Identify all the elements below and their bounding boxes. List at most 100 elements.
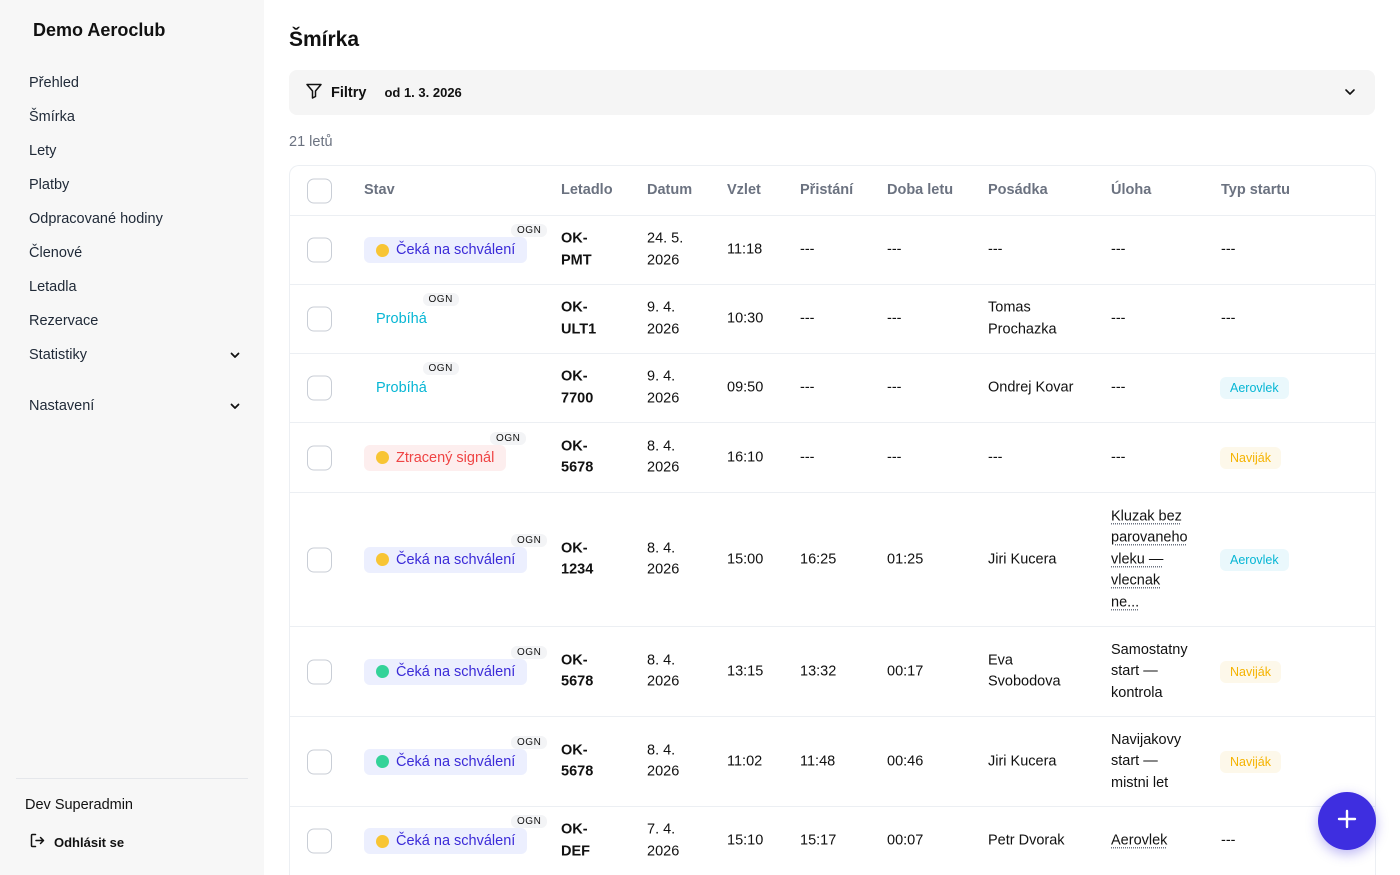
aircraft-cell: OK- 1234 [561,538,593,581]
launch-type-tag: Aerovlek [1220,548,1289,571]
landing-cell: --- [800,448,815,465]
filters-button[interactable]: Filtry [305,82,366,104]
launch-type-tag: Naviják [1220,660,1281,683]
sidebar-item-rezervace[interactable]: Rezervace [29,304,241,338]
takeoff-cell: 09:50 [727,379,764,396]
status-badge: Čeká na schválení OGN [364,533,548,573]
col-typ-startu[interactable]: Typ startu [1221,182,1291,198]
row-checkbox[interactable] [307,659,332,684]
col-datum[interactable]: Datum [647,182,693,198]
aircraft-prefix: OK- [561,821,588,838]
aircraft-prefix: OK- [561,438,588,454]
filters-label: Filtry [331,84,367,101]
sidebar: Demo Aeroclub Přehled Šmírka Lety Platby… [0,0,264,875]
aircraft-cell: OK- PMT [561,229,592,272]
task-cell[interactable]: Kluzak bez parovaneho vleku — vlecnak ne… [1111,506,1188,614]
aircraft-cell: OK- 5678 [561,436,593,479]
aircraft-reg: PMT [561,252,592,268]
landing-cell: 16:25 [800,550,837,567]
col-doba-letu[interactable]: Doba letu [887,182,954,198]
brand-title: Demo Aeroclub [33,20,166,40]
sidebar-item-statistiky[interactable]: Statistiky [29,338,241,372]
flight-count: 21 letů [289,134,333,150]
sidebar-item-letadla[interactable]: Letadla [29,270,241,304]
date-day: 8. 4. [647,540,676,556]
sidebar-item-label: Šmírka [29,109,75,125]
row-checkbox[interactable] [307,237,332,263]
launch-cell: --- [1221,241,1236,258]
chevron-down-icon[interactable] [1343,85,1357,104]
filter-value: od 1. 3. 2026 [384,85,462,100]
table-row[interactable]: Ztracený signál OGN OK- 5678 8. 4. 2026 16:… [290,423,1375,493]
status-label: Čeká na schválení [396,833,516,849]
col-uloha[interactable]: Úloha [1111,182,1152,198]
table-row[interactable]: Čeká na schválení OGN OK- DEF 7. 4. 2026 15… [290,807,1375,875]
task-line: kontrola [1111,684,1163,701]
task-cell: Navijakovy start — mistni let [1111,729,1181,794]
row-checkbox[interactable] [307,828,332,854]
task-cell: --- [1111,379,1126,396]
ogn-badge: OGN [511,815,548,828]
date-day: 24. 5. [647,230,684,247]
flights-table: Stav Letadlo Datum Vzlet Přistání Doba l… [289,165,1376,875]
task-line: Kluzak bez [1111,507,1182,524]
col-stav[interactable]: Stav [364,182,395,198]
aircraft-prefix: OK- [561,368,588,385]
sidebar-item-prehled[interactable]: Přehled [29,66,241,100]
status-badge: Čeká na schválení OGN [364,224,548,263]
sidebar-item-label: Odpracované hodiny [29,211,163,227]
aircraft-prefix: OK- [561,230,588,247]
table-row[interactable]: Čeká na schválení OGN OK- PMT 24. 5. 2026 1… [290,216,1375,285]
table-row[interactable]: Probíhá OGN OK- 7700 9. 4. 2026 09:50 --- -… [290,354,1375,423]
crew-first: Eva [988,652,1013,668]
crew-cell: Eva Svobodova [988,650,1061,693]
col-pristani[interactable]: Přistání [800,182,854,198]
row-checkbox[interactable] [307,306,332,332]
logout-icon [29,832,46,852]
col-vzlet[interactable]: Vzlet [727,182,761,198]
takeoff-cell: 15:00 [727,550,764,567]
takeoff-cell: 11:02 [727,752,763,769]
sidebar-item-clenove[interactable]: Členové [29,236,241,270]
launch-type-tag: Naviják [1220,750,1281,773]
date-year: 2026 [647,673,680,690]
table-header: Stav Letadlo Datum Vzlet Přistání Doba l… [290,166,1375,216]
takeoff-cell: 10:30 [727,310,764,327]
status-dot-icon [376,834,389,848]
row-checkbox[interactable] [307,375,332,401]
landing-cell: 13:32 [800,662,837,679]
table-row[interactable]: Čeká na schválení OGN OK- 1234 8. 4. 2026 1… [290,493,1375,627]
add-flight-button[interactable] [1318,792,1376,850]
table-row[interactable]: Čeká na schválení OGN OK- 5678 8. 4. 2026 1… [290,717,1375,807]
row-checkbox[interactable] [307,445,332,470]
task-line: Aerovlek [1111,832,1168,849]
aircraft-prefix: OK- [561,540,588,556]
launch-type-tag: Aerovlek [1220,377,1289,399]
table-row[interactable]: Probíhá OGN OK- ULT1 9. 4. 2026 10:30 --- -… [290,285,1375,354]
table-row[interactable]: Čeká na schválení OGN OK- 5678 8. 4. 2026 1… [290,627,1375,717]
sidebar-divider [16,778,248,779]
col-posadka[interactable]: Posádka [988,182,1048,198]
col-letadlo[interactable]: Letadlo [561,182,613,198]
row-checkbox[interactable] [307,547,332,572]
task-cell[interactable]: Aerovlek [1111,830,1167,852]
status-badge: Probíhá OGN [364,293,459,332]
sidebar-item-platby[interactable]: Platby [29,168,241,202]
sidebar-item-lety[interactable]: Lety [29,134,241,168]
aircraft-prefix: OK- [561,652,588,668]
crew-last: Prochazka [988,321,1057,337]
task-cell: --- [1111,448,1126,465]
select-all-checkbox[interactable] [307,178,332,204]
date-year: 2026 [647,763,680,780]
sidebar-item-label: Statistiky [29,347,88,363]
takeoff-cell: 11:18 [727,241,763,258]
date-cell: 9. 4. 2026 [647,367,679,410]
row-checkbox[interactable] [307,749,332,774]
sidebar-item-smirka[interactable]: Šmírka [29,100,241,134]
aircraft-prefix: OK- [561,299,588,316]
sidebar-item-label: Lety [29,143,57,159]
sidebar-item-nastaveni[interactable]: Nastavení [29,389,241,423]
status-label: Probíhá [376,380,427,396]
sidebar-item-odpracovane-hodiny[interactable]: Odpracované hodiny [29,202,241,236]
logout-button[interactable]: Odhlásit se [29,832,124,852]
